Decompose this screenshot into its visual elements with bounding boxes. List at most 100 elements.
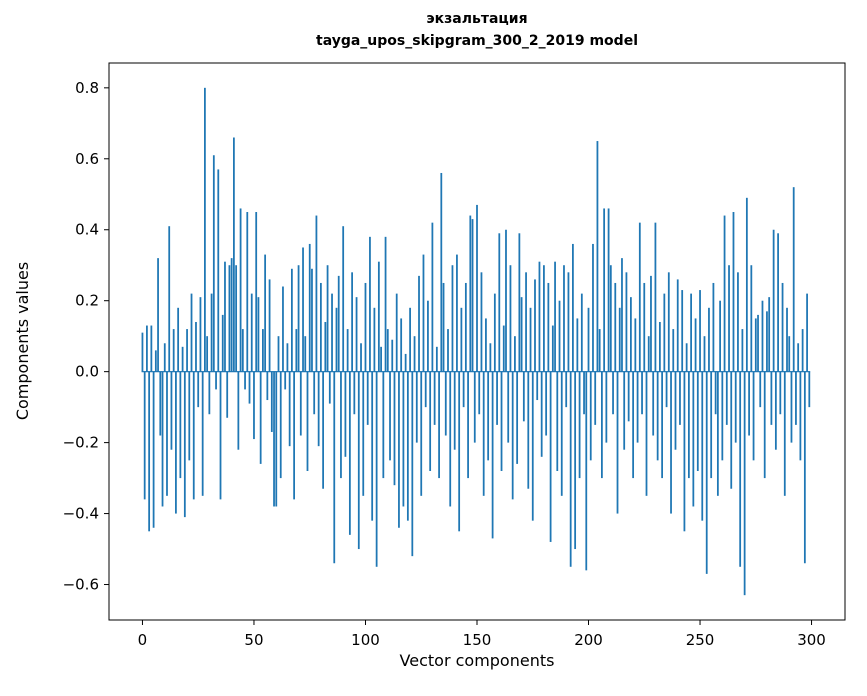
bar [543, 265, 545, 372]
bar [699, 290, 701, 372]
bar [344, 371, 347, 457]
bar [580, 293, 583, 372]
bar [456, 254, 458, 372]
bar [614, 282, 617, 372]
bar [766, 311, 768, 372]
bar [489, 343, 492, 372]
bar [625, 272, 628, 372]
bar [612, 371, 614, 415]
bar [264, 254, 267, 372]
bar [563, 265, 565, 372]
bar [228, 265, 231, 372]
bar [433, 371, 436, 425]
bar [190, 293, 193, 372]
bar [520, 297, 523, 372]
bar [681, 290, 684, 372]
bar [774, 371, 777, 450]
bar [723, 215, 726, 372]
bar [505, 229, 507, 372]
x-tick-label: 50 [244, 631, 263, 649]
bar [547, 282, 550, 372]
bar [690, 293, 692, 372]
bar [415, 371, 418, 443]
bar [634, 318, 637, 372]
bar [212, 155, 215, 372]
bar [565, 371, 568, 408]
bar [163, 343, 166, 372]
bar [661, 371, 663, 479]
bar [302, 247, 304, 372]
bar [286, 343, 289, 372]
bar [282, 286, 284, 372]
bar [360, 343, 362, 372]
bar [333, 371, 336, 564]
bar [150, 325, 153, 372]
bar [654, 222, 657, 372]
bar [311, 268, 313, 372]
bar [353, 371, 356, 415]
bar [725, 371, 728, 425]
bar [335, 307, 338, 372]
bar [460, 307, 463, 372]
bar [250, 293, 253, 372]
bar [632, 371, 635, 479]
bar [275, 371, 278, 507]
bar [253, 371, 255, 440]
bar [667, 272, 670, 372]
bar [217, 169, 220, 372]
y-tick-label: 0.8 [75, 79, 99, 97]
bar [464, 282, 467, 372]
bar [658, 321, 661, 372]
bar [783, 371, 786, 496]
x-tick-label: 150 [463, 631, 492, 649]
bar [788, 336, 791, 372]
bar [491, 371, 494, 539]
bar [273, 371, 275, 507]
bar [420, 371, 423, 496]
bar [750, 265, 753, 372]
bar [502, 325, 505, 372]
bar [638, 222, 641, 372]
bar [152, 371, 155, 528]
bar [730, 371, 733, 489]
bar [362, 371, 365, 496]
bar [324, 321, 327, 372]
bar [743, 371, 746, 596]
bar [560, 371, 563, 496]
y-tick-label: 0.6 [75, 150, 99, 168]
bar [507, 371, 510, 443]
bar [616, 371, 619, 514]
bar [226, 371, 229, 418]
bar [522, 371, 525, 422]
bar [237, 371, 240, 450]
bar [748, 371, 750, 436]
bar [384, 236, 387, 372]
bar [554, 261, 556, 372]
bar [714, 371, 717, 415]
bar [453, 371, 456, 450]
bar [518, 233, 521, 372]
bar [772, 229, 775, 372]
bar [431, 222, 434, 372]
bar [485, 318, 487, 372]
bar [159, 371, 162, 436]
bar [683, 371, 686, 532]
bar [389, 371, 391, 461]
bar [143, 371, 146, 500]
bar [377, 261, 380, 372]
bar [418, 275, 420, 372]
bar [583, 371, 585, 415]
bar [369, 236, 371, 372]
bar [371, 371, 374, 521]
bar [728, 265, 730, 372]
bar [386, 329, 389, 372]
bar [348, 371, 351, 535]
bar [342, 226, 345, 372]
bar [797, 343, 800, 372]
bar [605, 371, 608, 443]
bar [545, 371, 548, 436]
bar [754, 318, 757, 372]
bar [331, 293, 333, 372]
axes-spines [108, 62, 846, 621]
